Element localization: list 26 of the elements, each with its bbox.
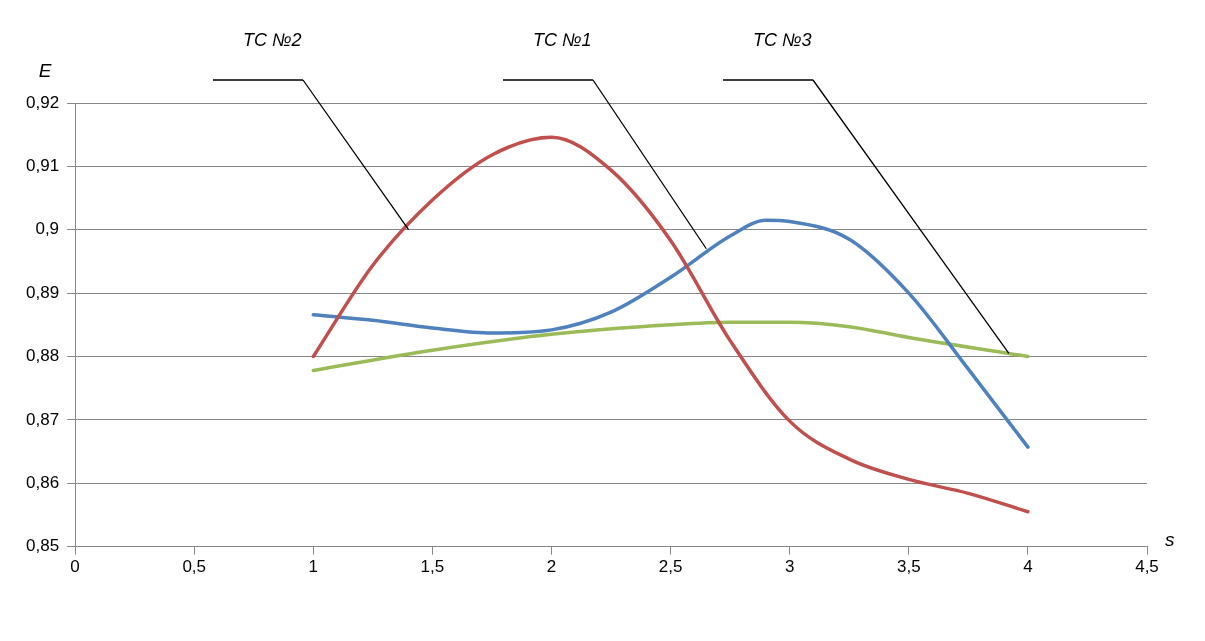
y-axis-title: E (38, 59, 52, 81)
x-tick-label: 3 (784, 557, 795, 577)
x-axis-title: s (1165, 529, 1175, 551)
x-tick-label: 3,5 (896, 557, 921, 577)
y-tick-label: 0,87 (25, 409, 60, 429)
text: ТС №2 (243, 30, 302, 50)
x-tick-label: 2 (546, 557, 557, 577)
y-tick-label: 0,89 (25, 282, 60, 302)
x-tick-label: 4 (1023, 557, 1033, 577)
x-tick-label: 1 (308, 557, 319, 577)
line-series (311, 320, 1030, 373)
y-tick-label: 0,85 (25, 536, 60, 556)
x-tick-label: 0 (70, 557, 80, 577)
x-tick-label: 4,5 (1135, 557, 1159, 577)
line-series (311, 135, 1030, 514)
x-tick-label: 1,5 (420, 557, 445, 577)
y-tick-label: 0,9 (35, 219, 60, 239)
y-tick-label: 0,92 (25, 92, 60, 112)
y-tick-label: 0,91 (25, 156, 60, 176)
x-tick-label: 0,5 (182, 557, 207, 577)
x-tick-label: 2,5 (658, 557, 683, 577)
text: ТС №1 (533, 30, 592, 50)
y-tick-label: 0,88 (25, 346, 60, 366)
line-series (311, 218, 1030, 449)
text: ТС №3 (753, 30, 812, 50)
y-tick-label: 0,86 (25, 472, 60, 492)
